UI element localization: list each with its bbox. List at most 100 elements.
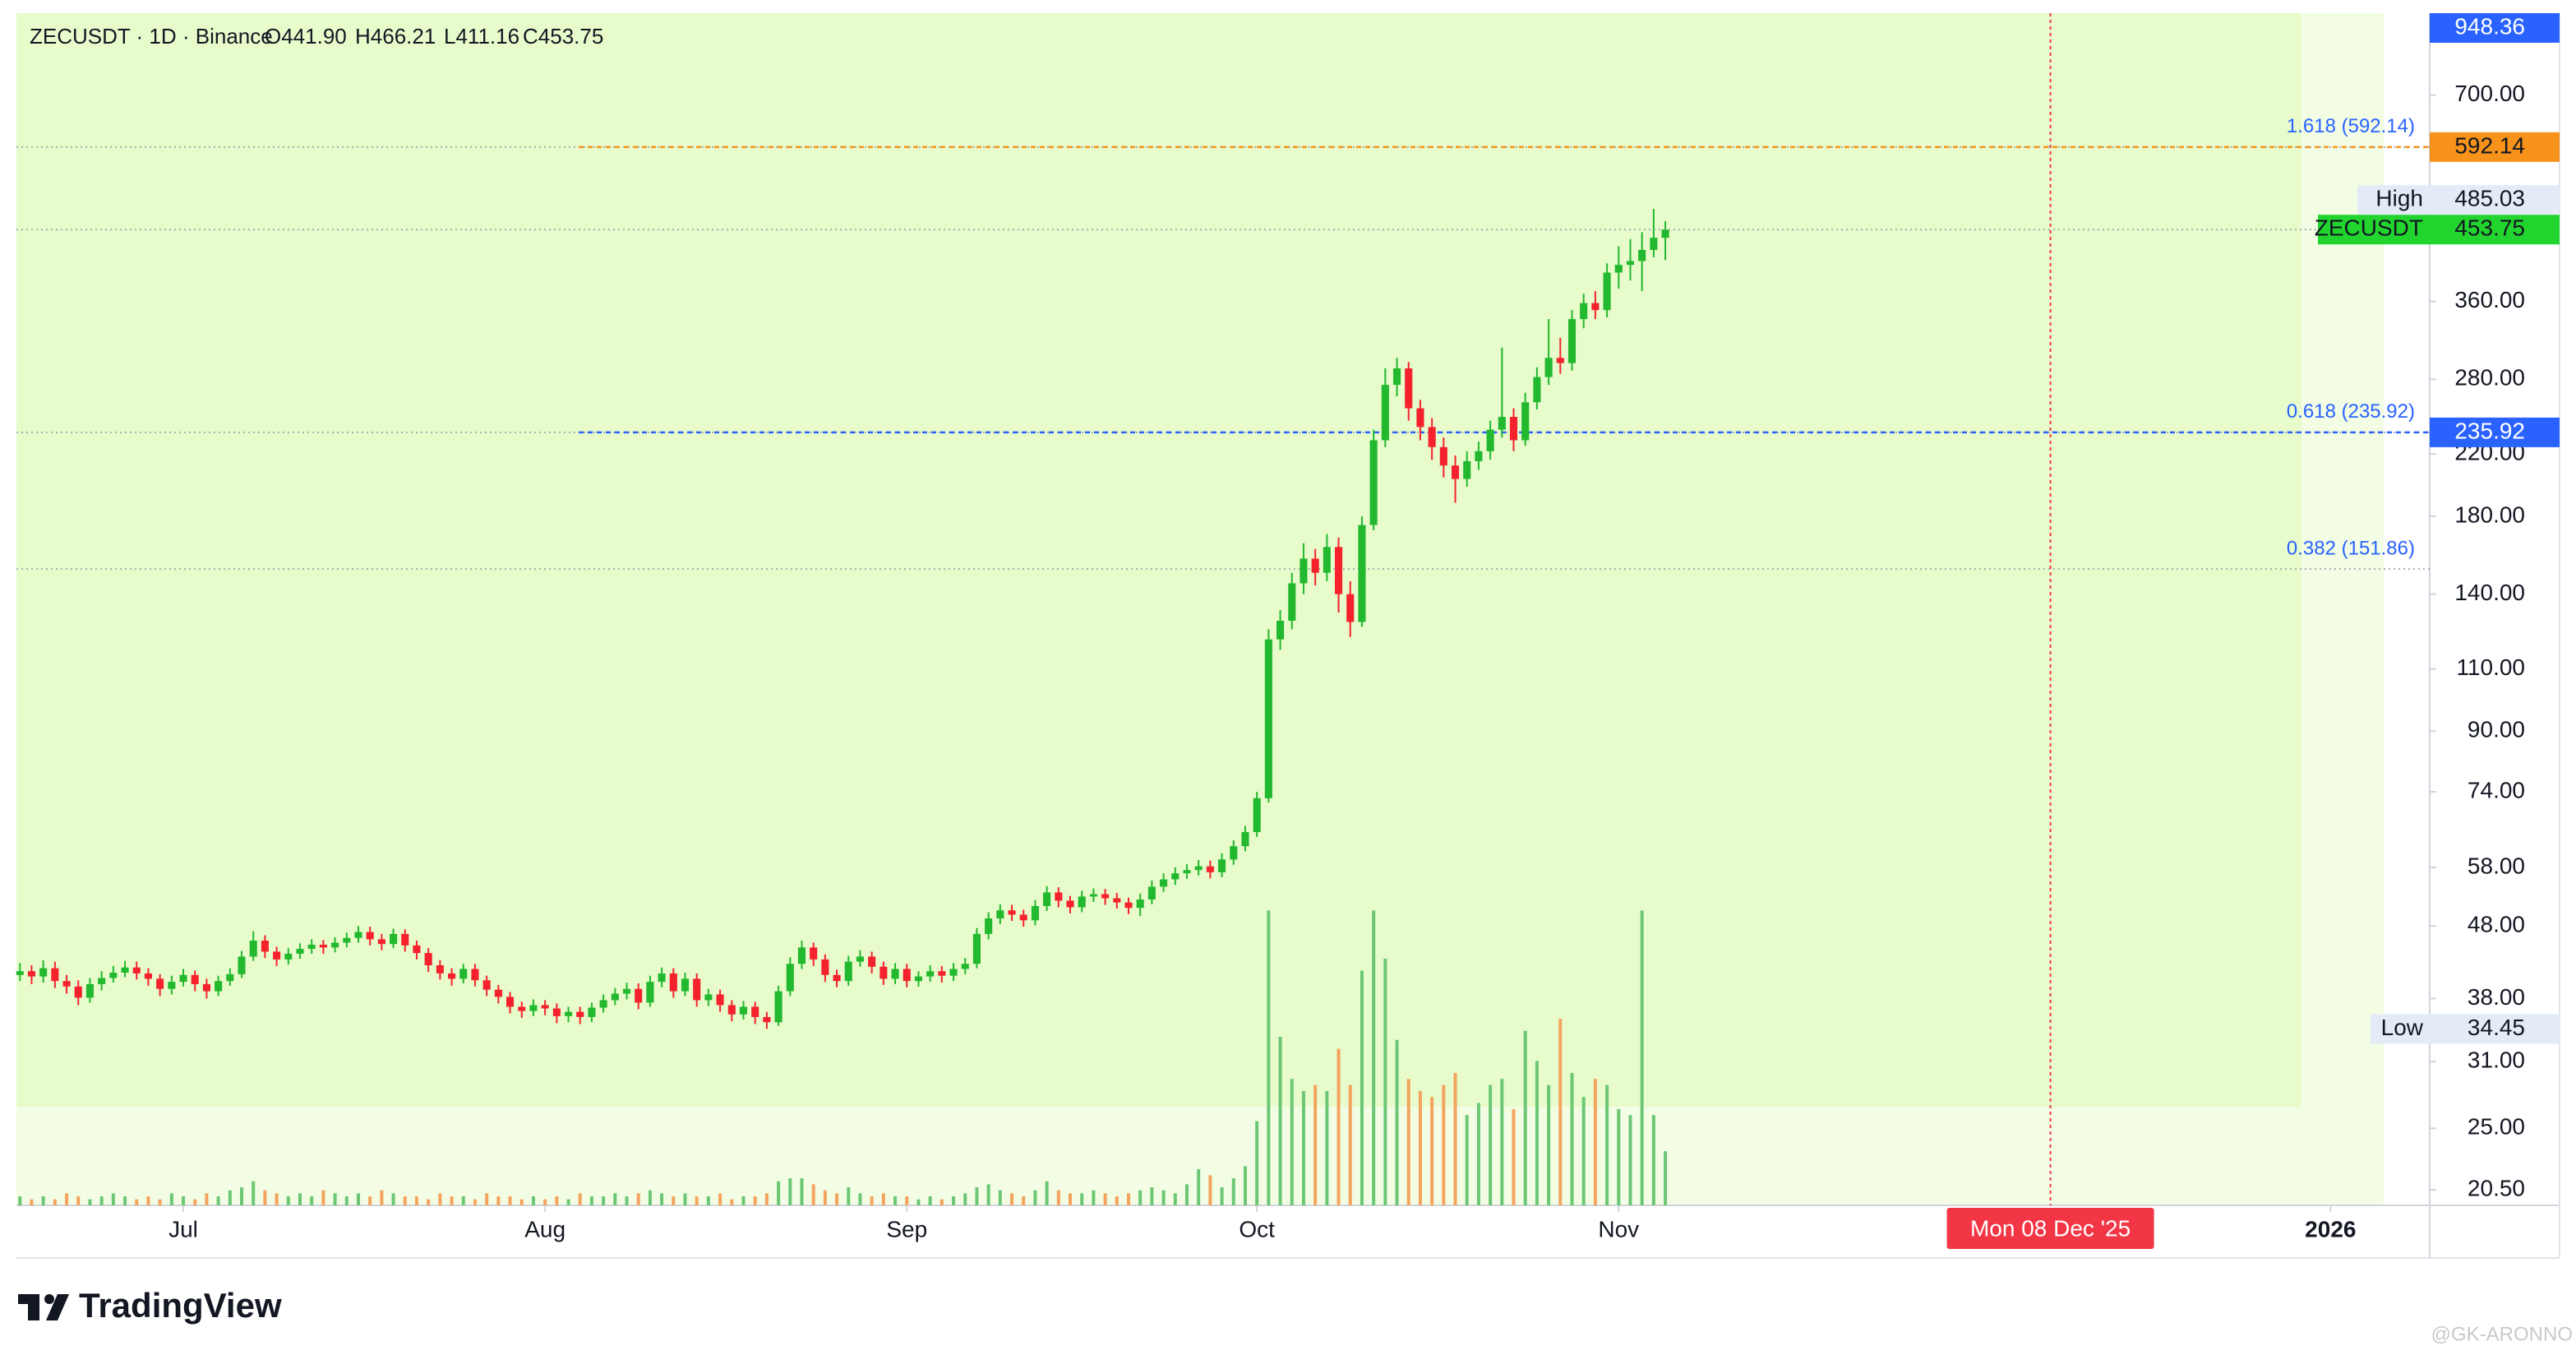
volume-bar <box>1489 1084 1493 1205</box>
candle-body <box>599 1000 607 1008</box>
volume-bar <box>1547 1084 1551 1205</box>
volume-bar <box>438 1193 442 1205</box>
volume-bar <box>182 1196 186 1205</box>
volume-bar <box>88 1199 92 1205</box>
volume-bar <box>1651 1115 1655 1205</box>
volume-bar <box>1628 1115 1632 1205</box>
price-label-name-box <box>2371 1014 2430 1044</box>
candle-body <box>1486 429 1494 451</box>
candle-body <box>1230 846 1238 860</box>
volume-bar <box>764 1193 769 1205</box>
candle-body <box>494 989 502 997</box>
y-tick-label: 74.00 <box>2468 777 2525 802</box>
candle-body <box>390 933 398 945</box>
x-tick-label: Jul <box>169 1216 198 1242</box>
y-tick-label: 38.00 <box>2468 984 2525 1010</box>
y-tick-label: 90.00 <box>2468 717 2525 742</box>
volume-bar <box>1360 970 1364 1205</box>
fib-level-label: 0.618 (235.92) <box>2287 400 2415 423</box>
price-label: 592.14 <box>2454 132 2525 158</box>
candle-body <box>985 918 993 934</box>
volume-bar <box>403 1196 407 1205</box>
candle-body <box>622 988 631 994</box>
candle-body <box>1171 873 1180 880</box>
volume-bar <box>1045 1181 1049 1205</box>
candle-body <box>27 971 35 977</box>
volume-bar <box>823 1190 827 1205</box>
price-label-box <box>2430 417 2560 447</box>
volume-bar <box>741 1196 746 1205</box>
volume-bar <box>531 1196 535 1205</box>
candle-body <box>552 1008 561 1016</box>
volume-bar <box>1173 1193 1177 1205</box>
candle-body <box>949 969 958 976</box>
volume-bar <box>975 1187 979 1205</box>
brand-logo <box>18 1294 69 1320</box>
candle-body <box>1147 886 1156 899</box>
candle-body <box>611 993 619 1001</box>
candle-body <box>1183 870 1191 874</box>
volume-bar <box>65 1193 69 1205</box>
y-tick-label: 140.00 <box>2454 580 2525 605</box>
candle-body <box>284 953 293 960</box>
volume-bar <box>847 1187 851 1205</box>
range-background <box>16 13 2301 1107</box>
volume-bar <box>1290 1079 1294 1205</box>
volume-bar <box>648 1190 652 1205</box>
volume-bar <box>555 1196 559 1205</box>
candle-body <box>1498 417 1506 430</box>
candle-body <box>401 933 409 946</box>
candle-body <box>1276 620 1285 640</box>
volume-bar <box>998 1190 1002 1205</box>
volume-bar <box>1512 1108 1516 1205</box>
volume-bar <box>519 1199 524 1205</box>
volume-bar <box>508 1196 512 1205</box>
candle-body <box>413 945 421 954</box>
volume-bar <box>1593 1079 1597 1205</box>
candle-body <box>144 973 152 979</box>
price-label-name: ZECUSDT <box>2315 215 2423 241</box>
candle-body <box>1335 547 1343 594</box>
candle-body <box>763 1016 771 1023</box>
volume-bar <box>1500 1079 1504 1205</box>
price-label: 453.75 <box>2454 215 2525 241</box>
candle-body <box>693 978 701 1001</box>
watermark: @GK-ARONNO <box>2431 1323 2573 1345</box>
volume-bar <box>1161 1190 1166 1205</box>
candle-body <box>179 974 187 983</box>
volume-bar <box>391 1193 395 1205</box>
candle-body <box>156 978 164 989</box>
volume-bar <box>1465 1115 1469 1205</box>
candle-body <box>635 988 643 1003</box>
volume-bar <box>683 1193 687 1205</box>
y-tick-label: 58.00 <box>2468 853 2525 878</box>
candle-body <box>1544 358 1553 377</box>
candle-body <box>471 969 479 981</box>
volume-bar <box>228 1190 232 1205</box>
candle-body <box>1253 798 1261 832</box>
volume-bar <box>1395 1039 1399 1205</box>
candle-body <box>564 1011 573 1016</box>
x-tick-label: Oct <box>1239 1216 1275 1242</box>
candle-body <box>821 959 829 975</box>
volume-bar <box>344 1196 349 1205</box>
volume-bar <box>1220 1187 1224 1205</box>
candle-body <box>85 983 94 998</box>
candle-body <box>168 982 176 989</box>
x-tick-label: Nov <box>1598 1216 1639 1242</box>
candle-body <box>1463 460 1471 479</box>
volume-bar <box>1617 1108 1621 1205</box>
volume-bar <box>450 1196 454 1205</box>
volume-bar <box>1184 1184 1189 1205</box>
volume-bar <box>1278 1037 1282 1205</box>
volume-bar <box>1418 1090 1422 1205</box>
cursor-label-box <box>1946 1208 2154 1249</box>
candle-body <box>739 1006 748 1015</box>
candle-body <box>1136 899 1144 909</box>
y-tick-label: 700.00 <box>2454 81 2525 106</box>
candle-body <box>191 974 199 984</box>
y-tick-label: 20.50 <box>2468 1176 2525 1201</box>
volume-bar <box>1092 1190 1096 1205</box>
brand-name: TradingView <box>79 1286 282 1325</box>
volume-bar <box>916 1199 921 1205</box>
